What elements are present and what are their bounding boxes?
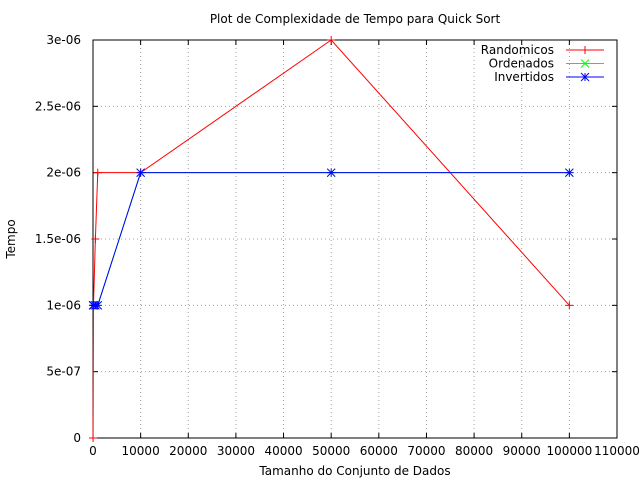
plot-frame — [92, 39, 618, 439]
legend-entry: Ordenados — [489, 57, 604, 71]
chart-title: Plot de Complexidade de Tempo para Quick… — [210, 12, 501, 26]
data-point — [89, 434, 98, 442]
ticks: 0 10000 20000 30000 40000 50000 60000 70000 8000… — [35, 33, 640, 458]
x-tick-label: 70000 — [407, 444, 445, 458]
data-point — [565, 301, 574, 310]
data-point — [93, 300, 103, 310]
y-tick-label: 2.5e-06 — [35, 99, 81, 113]
data-point — [91, 235, 100, 243]
x-tick-label: 30000 — [217, 444, 255, 458]
x-tick-label: 10000 — [122, 444, 160, 458]
data-point — [326, 168, 336, 178]
x-tick-label: 50000 — [312, 444, 350, 458]
legend-label: Randomicos — [481, 43, 554, 57]
legend-label: Ordenados — [489, 57, 554, 71]
y-tick-label: 5e-07 — [46, 365, 81, 379]
x-tick-label: 60000 — [360, 444, 398, 458]
y-tick-label: 3e-06 — [46, 33, 81, 47]
x-tick-label: 20000 — [169, 444, 207, 458]
series-invertidos — [88, 168, 574, 310]
legend-entry: Randomicos — [481, 43, 604, 57]
y-tick-label: 1.5e-06 — [35, 232, 81, 246]
series-layer — [88, 36, 574, 442]
y-tick-label: 0 — [73, 431, 81, 445]
legend-entry: Invertidos — [494, 70, 604, 84]
data-point — [580, 72, 590, 82]
x-tick-label: 80000 — [455, 444, 493, 458]
data-point — [581, 46, 589, 54]
x-tick-label: 0 — [89, 444, 97, 458]
data-point — [580, 59, 590, 68]
grid — [93, 40, 617, 438]
data-point — [136, 168, 145, 178]
y-tick-label: 2e-06 — [46, 166, 81, 180]
y-axis-label: Tempo — [4, 219, 18, 259]
x-tick-label: 40000 — [264, 444, 302, 458]
data-point — [565, 168, 574, 178]
legend-label: Invertidos — [494, 70, 554, 84]
data-point — [327, 36, 336, 44]
data-point — [93, 168, 102, 177]
x-axis-label: Tamanho do Conjunto de Dados — [258, 464, 450, 478]
x-tick-label: 90000 — [503, 444, 541, 458]
x-tick-label: 100000 — [546, 444, 592, 458]
y-tick-label: 1e-06 — [46, 298, 81, 312]
x-tick-label: 110000 — [594, 444, 640, 458]
